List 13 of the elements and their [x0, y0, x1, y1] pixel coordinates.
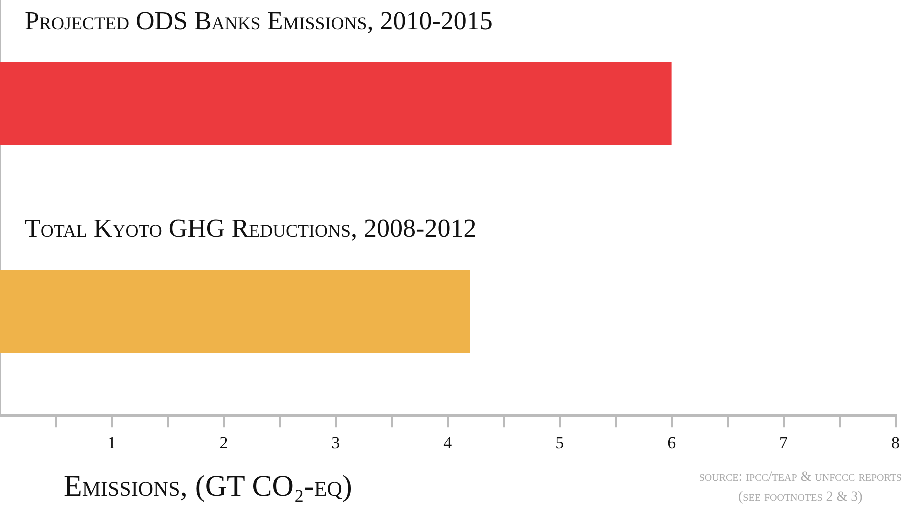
x-tick-label: 7 [780, 433, 789, 452]
x-tick-label: 2 [220, 433, 228, 452]
text: (see footnotes 2 & 3) [738, 489, 864, 507]
x-tick-label: 1 [108, 433, 116, 452]
x-tick-label: 6 [668, 433, 676, 452]
x-tick-label: 3 [332, 433, 340, 452]
y-tick-label: Total Kyoto GHG Reductions, 2008-2012 [25, 214, 477, 244]
x-tick-label: 5 [556, 433, 564, 452]
source-note: source: ipcc/teap & unfccc reports [699, 469, 902, 487]
x-tick-label: 8 [892, 433, 900, 452]
y-tick-label: Projected ODS Banks Emissions, 2010-2015 [25, 6, 493, 36]
x-axis-title: Emissions, (GT CO₂-eq) [64, 470, 352, 504]
x-tick-label: 4 [444, 433, 453, 452]
